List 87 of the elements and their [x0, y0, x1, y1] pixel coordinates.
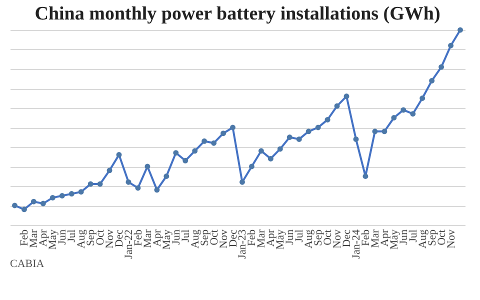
point	[448, 42, 454, 48]
point	[372, 128, 378, 134]
x-tick-label: Jul	[407, 230, 420, 242]
point	[286, 134, 292, 140]
x-tick-label: Jul	[66, 230, 78, 242]
point	[353, 136, 359, 142]
point	[248, 164, 254, 170]
x-tick-label: May	[160, 229, 173, 250]
x-tick-label: Feb	[246, 229, 258, 246]
x-tick-label: Mar	[369, 229, 382, 248]
x-tick-label: Oct	[322, 230, 334, 246]
point	[59, 193, 65, 198]
point	[78, 189, 84, 195]
x-tick-label: Sep	[312, 229, 325, 246]
point	[306, 128, 312, 134]
point	[182, 158, 188, 164]
x-tick-label: Nov	[445, 229, 458, 248]
point	[21, 206, 27, 212]
point	[173, 150, 179, 156]
point	[192, 148, 198, 154]
point	[164, 174, 170, 179]
point	[97, 181, 103, 187]
x-tick-label: Apr	[151, 229, 164, 247]
x-tick-label: Oct	[436, 230, 448, 246]
point	[315, 124, 321, 130]
text: CABIA	[10, 258, 44, 270]
point	[116, 152, 122, 158]
point	[144, 164, 150, 170]
point	[230, 124, 236, 130]
x-tick-label: Jul	[294, 230, 306, 242]
x-tick-label: May	[388, 229, 400, 250]
point	[88, 181, 94, 187]
point	[362, 174, 368, 179]
x-tick-label: May	[274, 229, 287, 250]
point	[382, 128, 388, 134]
point	[438, 64, 444, 70]
x-tick-label: Sep	[85, 229, 98, 246]
x-tick-label: Jul	[180, 230, 192, 242]
point	[30, 198, 36, 204]
x-tick-label: Jun	[170, 229, 182, 245]
x-tick-label: Jun	[398, 229, 410, 245]
chart-title: China monthly power battery installations (GWh)	[34, 3, 440, 24]
point	[135, 185, 141, 191]
point	[420, 96, 426, 101]
x-tick-label: Nov	[332, 229, 344, 248]
point	[126, 179, 132, 185]
point	[154, 187, 160, 193]
point	[211, 140, 217, 146]
x-tick-label: Oct	[208, 230, 220, 246]
point	[334, 103, 340, 109]
point	[12, 202, 18, 208]
x-tick-label: Apr	[265, 229, 278, 247]
x-tick-label: Aug	[416, 229, 429, 248]
x-tick-label: Mar	[28, 229, 40, 248]
x-tick-label: Mar	[142, 229, 154, 248]
x-tick-label: Apr	[38, 229, 50, 247]
x-tick-label: Aug	[76, 229, 88, 248]
point	[40, 200, 46, 206]
x-tick-label: Nov	[218, 229, 230, 248]
point	[391, 115, 397, 120]
point	[268, 156, 274, 162]
x-tick-label: Oct	[94, 230, 107, 246]
point	[296, 136, 302, 142]
x-tick-label: Feb	[360, 229, 372, 246]
x-tick-label: Feb	[18, 229, 31, 246]
point	[277, 146, 283, 152]
x-tick-label: Aug	[189, 229, 202, 248]
point	[68, 191, 74, 197]
point	[202, 138, 208, 144]
point	[458, 27, 463, 33]
point	[429, 78, 435, 84]
point	[344, 94, 350, 100]
x-tick-label: Apr	[378, 229, 391, 247]
x-tick-label: Mar	[256, 229, 268, 248]
point	[240, 179, 245, 185]
point	[258, 148, 264, 154]
point	[50, 194, 56, 200]
x-tick-label: Nov	[104, 229, 116, 248]
point	[410, 111, 416, 117]
point	[324, 116, 330, 122]
x-tick-label: Aug	[303, 229, 316, 248]
x-tick-label: Dec	[227, 229, 240, 248]
point	[400, 107, 406, 113]
point	[106, 168, 112, 174]
point	[220, 130, 226, 136]
x-tick-label: Feb	[132, 229, 144, 246]
x-tick-label: May	[47, 229, 60, 250]
